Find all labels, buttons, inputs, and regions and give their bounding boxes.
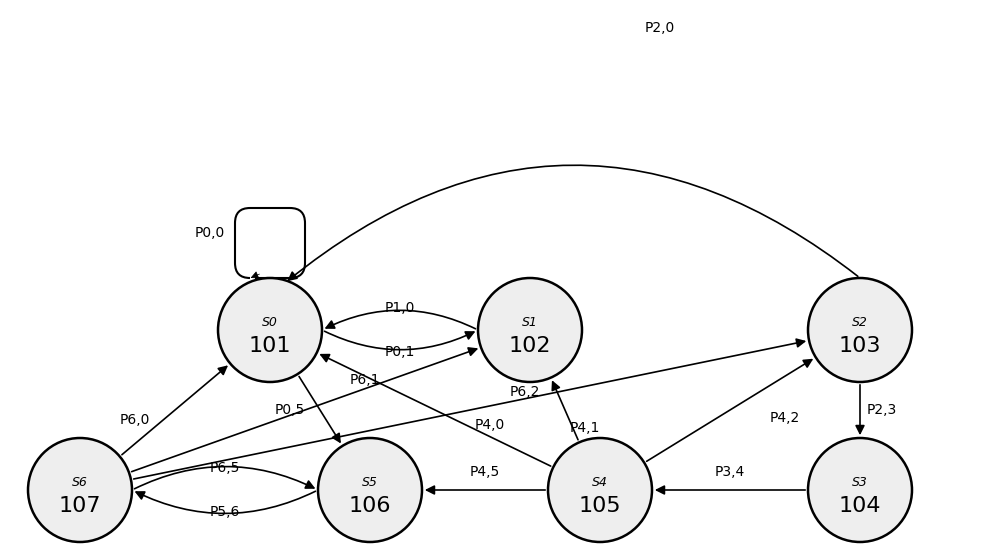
Text: P6,0: P6,0 [120,413,150,427]
Text: 102: 102 [509,336,551,356]
Text: P4,2: P4,2 [770,411,800,425]
Text: S2: S2 [852,316,868,329]
Text: 105: 105 [579,496,621,516]
Text: P2,0: P2,0 [645,21,675,35]
Text: P5,6: P5,6 [210,505,240,519]
Ellipse shape [808,278,912,382]
Text: P6,2: P6,2 [510,385,540,399]
Ellipse shape [218,278,322,382]
Text: 101: 101 [249,336,291,356]
Text: P0,5: P0,5 [275,403,305,417]
Text: S3: S3 [852,476,868,489]
Text: 103: 103 [839,336,881,356]
Text: S1: S1 [522,316,538,329]
Text: S4: S4 [592,476,608,489]
Ellipse shape [548,438,652,542]
Ellipse shape [808,438,912,542]
Text: 104: 104 [839,496,881,516]
Text: P4,0: P4,0 [475,418,505,432]
Text: P6,5: P6,5 [210,461,240,475]
Text: S6: S6 [72,476,88,489]
Ellipse shape [318,438,422,542]
Ellipse shape [478,278,582,382]
Text: 107: 107 [59,496,101,516]
Text: P4,5: P4,5 [470,465,500,479]
Text: P0,1: P0,1 [385,345,415,359]
Text: P6,1: P6,1 [350,373,380,387]
Text: P3,4: P3,4 [715,465,745,479]
Text: P2,3: P2,3 [867,403,897,417]
Text: P4,1: P4,1 [570,421,600,435]
Text: S5: S5 [362,476,378,489]
Text: 106: 106 [349,496,391,516]
Text: P0,0: P0,0 [195,226,225,240]
Ellipse shape [28,438,132,542]
Text: P1,0: P1,0 [385,301,415,315]
Text: S0: S0 [262,316,278,329]
